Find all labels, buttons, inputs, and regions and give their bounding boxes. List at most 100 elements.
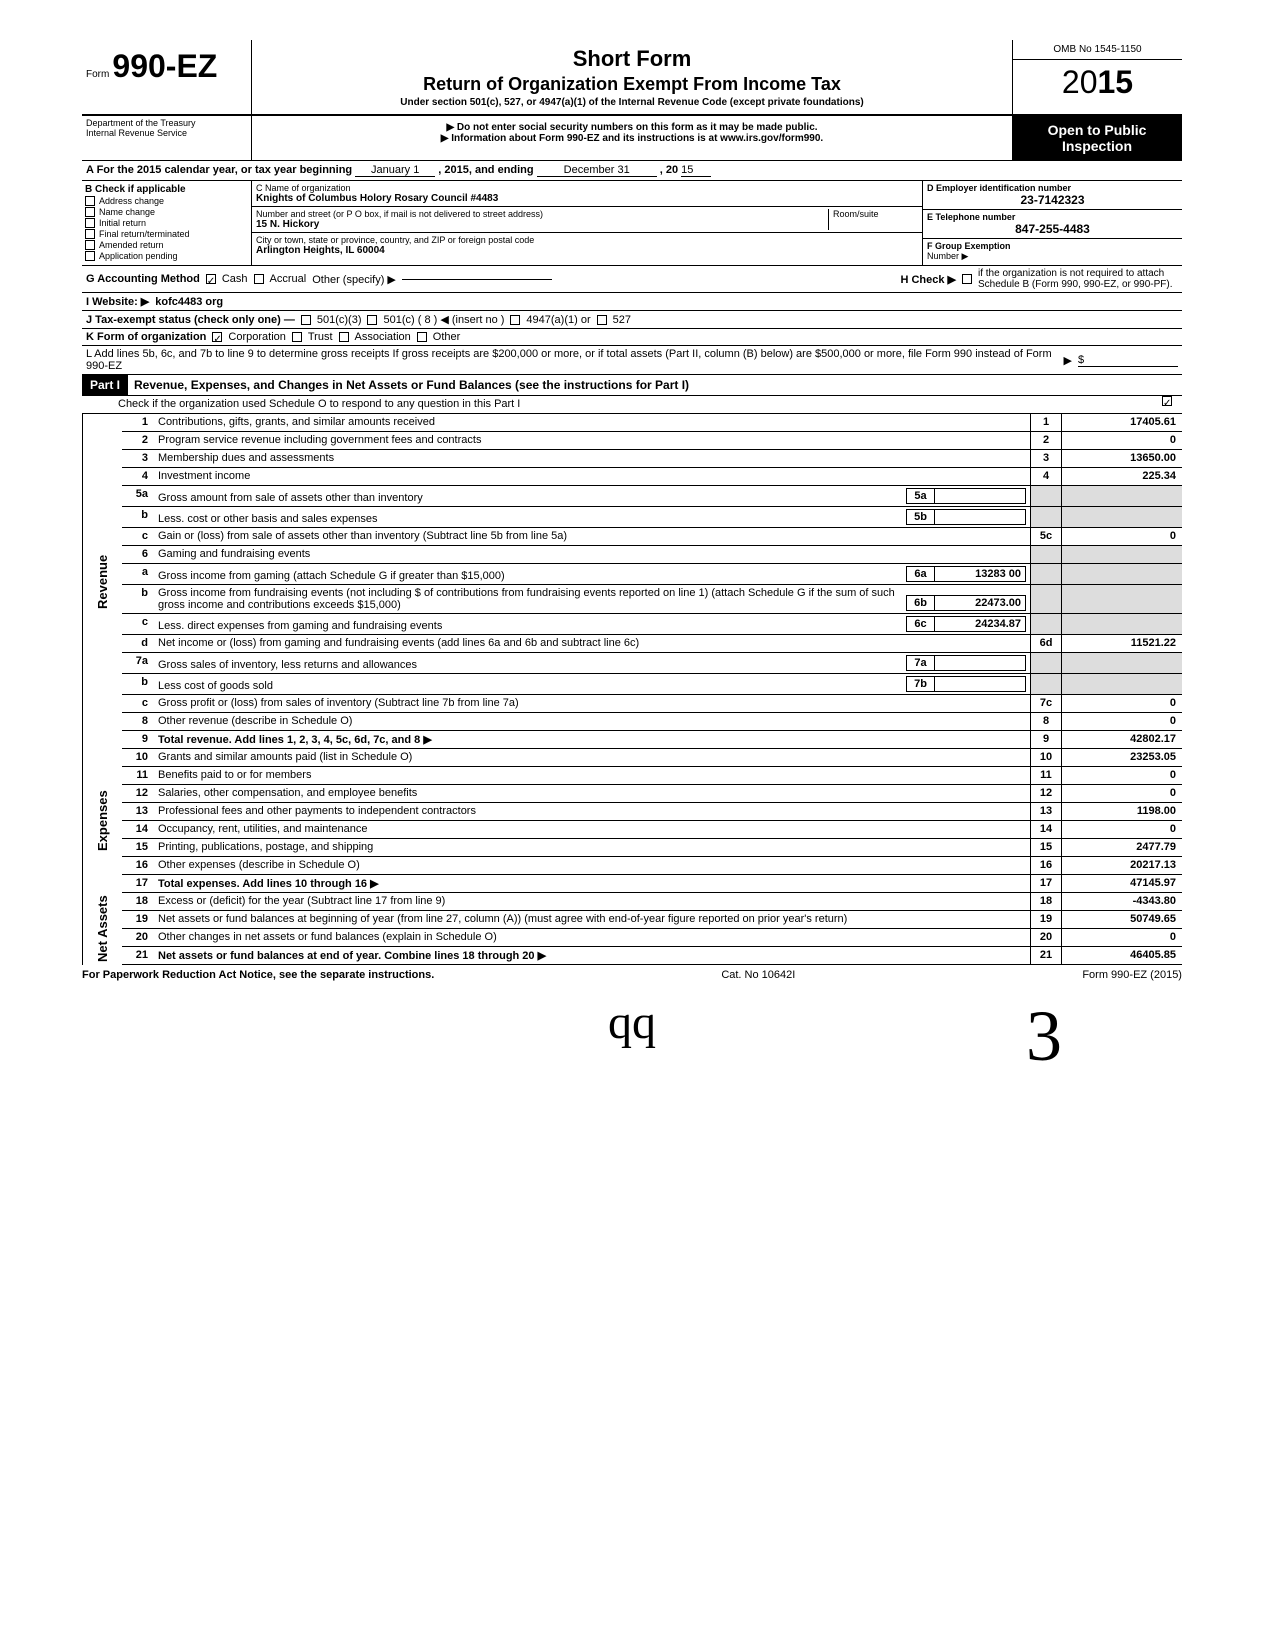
line-description: Gross amount from sale of assets other t… xyxy=(154,486,1030,506)
line-value: 0 xyxy=(1062,432,1182,449)
line-value xyxy=(1062,564,1182,584)
line-ref: 12 xyxy=(1030,785,1062,802)
line-a: A For the 2015 calendar year, or tax yea… xyxy=(82,161,1182,181)
footer-right: Form 990-EZ (2015) xyxy=(1082,969,1182,981)
line-number: c xyxy=(122,614,154,634)
line-ref: 20 xyxy=(1030,929,1062,946)
line-a-prefix: A For the 2015 calendar year, or tax yea… xyxy=(86,164,352,176)
line-value: 0 xyxy=(1062,929,1182,946)
mid-value: 22473.00 xyxy=(935,596,1025,610)
website: kofc4483 org xyxy=(155,296,223,308)
check-scheduleO[interactable] xyxy=(1162,396,1172,406)
table-row: bGross income from fundraising events (n… xyxy=(122,585,1182,614)
revenue-label: Revenue xyxy=(82,414,122,749)
line-description: Total revenue. Add lines 1, 2, 3, 4, 5c,… xyxy=(154,731,1030,748)
line-ref: 5c xyxy=(1030,528,1062,545)
check-accrual[interactable] xyxy=(254,274,264,284)
public-line1: Open to Public xyxy=(1016,122,1178,138)
footer-mid: Cat. No 10642I xyxy=(721,969,795,981)
line-description: Investment income xyxy=(154,468,1030,485)
line-number: b xyxy=(122,507,154,527)
f-label: F Group Exemption xyxy=(927,241,1178,251)
table-row: cGross profit or (loss) from sales of in… xyxy=(122,695,1182,713)
form-id-box: Form 990-EZ xyxy=(82,40,252,114)
expenses-group: Expenses 10Grants and similar amounts pa… xyxy=(82,749,1182,893)
line-ref: 19 xyxy=(1030,911,1062,928)
check-527[interactable] xyxy=(597,315,607,325)
line-value: 0 xyxy=(1062,821,1182,838)
expenses-label: Expenses xyxy=(82,749,122,893)
line-description: Printing, publications, postage, and shi… xyxy=(154,839,1030,856)
check-address[interactable]: Address change xyxy=(85,196,248,206)
line-value: 0 xyxy=(1062,713,1182,730)
line-description: Gross income from fundraising events (no… xyxy=(154,585,1030,613)
table-row: 7aGross sales of inventory, less returns… xyxy=(122,653,1182,674)
line-description: Net assets or fund balances at end of ye… xyxy=(154,947,1030,964)
check-cash[interactable] xyxy=(206,274,216,284)
line-k: K Form of organization Corporation Trust… xyxy=(82,329,1182,346)
j-label: J Tax-exempt status (check only one) — xyxy=(86,314,295,326)
line-g-h: G Accounting Method Cash Accrual Other (… xyxy=(82,266,1182,293)
check-initial[interactable]: Initial return xyxy=(85,218,248,228)
check-h[interactable] xyxy=(962,274,972,284)
check-trust[interactable] xyxy=(292,332,302,342)
check-assoc[interactable] xyxy=(339,332,349,342)
signature-area: qq 3 xyxy=(82,995,1182,1050)
form-label: Form xyxy=(86,69,109,80)
check-final[interactable]: Final return/terminated xyxy=(85,229,248,239)
g-accrual: Accrual xyxy=(270,273,307,285)
line-number: 18 xyxy=(122,893,154,910)
check-pending[interactable]: Application pending xyxy=(85,251,248,261)
line-ref: 14 xyxy=(1030,821,1062,838)
table-row: 6Gaming and fundraising events xyxy=(122,546,1182,564)
line-value: 0 xyxy=(1062,695,1182,712)
line-description: Other changes in net assets or fund bala… xyxy=(154,929,1030,946)
check-501c[interactable] xyxy=(367,315,377,325)
line-number: 16 xyxy=(122,857,154,874)
line-description: Grants and similar amounts paid (list in… xyxy=(154,749,1030,766)
line-number: 21 xyxy=(122,947,154,964)
public-line2: Inspection xyxy=(1016,138,1178,154)
k-label: K Form of organization xyxy=(86,331,206,343)
line-value xyxy=(1062,674,1182,694)
mid-ref: 7b xyxy=(907,677,935,691)
line-number: 10 xyxy=(122,749,154,766)
line-value: 23253.05 xyxy=(1062,749,1182,766)
line-value: 17405.61 xyxy=(1062,414,1182,431)
l-text: L Add lines 5b, 6c, and 7b to line 9 to … xyxy=(86,348,1058,372)
g-cash: Cash xyxy=(222,273,248,285)
netassets-group: Net Assets 18Excess or (deficit) for the… xyxy=(82,893,1182,965)
form-header: Form 990-EZ Short Form Return of Organiz… xyxy=(82,40,1182,116)
line-description: Gain or (loss) from sale of assets other… xyxy=(154,528,1030,545)
part1-check: Check if the organization used Schedule … xyxy=(82,396,1182,414)
table-row: dNet income or (loss) from gaming and fu… xyxy=(122,635,1182,653)
title-main: Short Form xyxy=(262,46,1002,72)
line-number: 13 xyxy=(122,803,154,820)
line-value: 0 xyxy=(1062,767,1182,784)
line-number: 9 xyxy=(122,731,154,748)
line-value: 2477.79 xyxy=(1062,839,1182,856)
line-ref: 8 xyxy=(1030,713,1062,730)
check-corp[interactable] xyxy=(212,332,222,342)
check-amended[interactable]: Amended return xyxy=(85,240,248,250)
line-value: 20217.13 xyxy=(1062,857,1182,874)
check-4947[interactable] xyxy=(510,315,520,325)
line-description: Net assets or fund balances at beginning… xyxy=(154,911,1030,928)
line-description: Other expenses (describe in Schedule O) xyxy=(154,857,1030,874)
dept-label: Department of the Treasury Internal Reve… xyxy=(82,116,252,160)
i-label: I Website: ▶ xyxy=(86,295,149,308)
check-501c3[interactable] xyxy=(301,315,311,325)
l-arrow: ▶ xyxy=(1064,354,1072,367)
check-namechange[interactable]: Name change xyxy=(85,207,248,217)
line-value xyxy=(1062,546,1182,563)
j-4947: 4947(a)(1) or xyxy=(526,314,590,326)
footer: For Paperwork Reduction Act Notice, see … xyxy=(82,965,1182,985)
table-row: 9Total revenue. Add lines 1, 2, 3, 4, 5c… xyxy=(122,731,1182,749)
table-row: 15Printing, publications, postage, and s… xyxy=(122,839,1182,857)
mid-ref: 6c xyxy=(907,617,935,631)
line-a-suffix: , 20 xyxy=(660,164,678,176)
instructions: ▶ Do not enter social security numbers o… xyxy=(252,116,1012,160)
mid-ref: 6b xyxy=(907,596,935,610)
check-other[interactable] xyxy=(417,332,427,342)
line-value: 11521.22 xyxy=(1062,635,1182,652)
